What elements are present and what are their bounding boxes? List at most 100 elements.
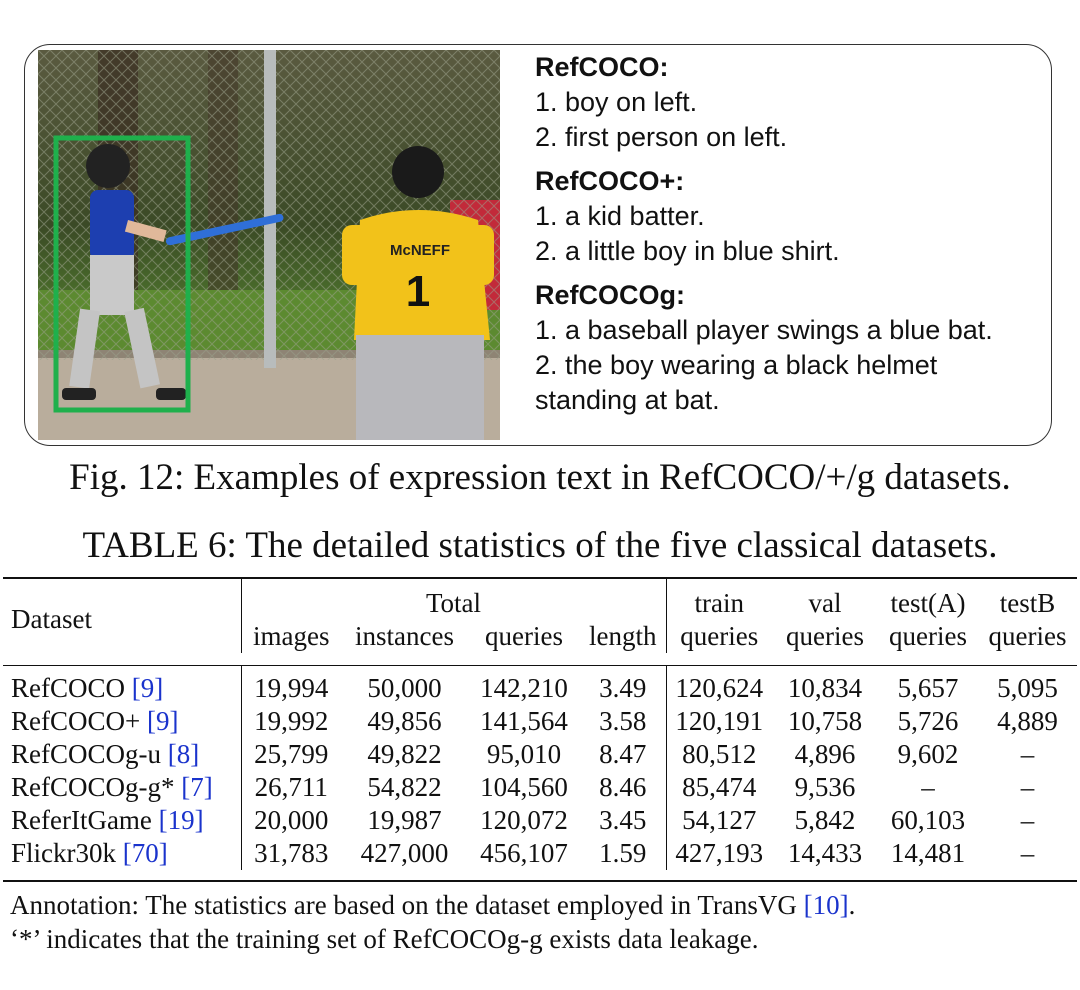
citation-link[interactable]: [7] [181,772,213,802]
table-cell: 19,987 [367,805,442,835]
table-cell: 5,095 [997,673,1058,703]
header-split-bottom: queries [889,621,967,651]
table-cell: 8.46 [580,771,667,804]
header-split-bottom: queries [988,621,1067,651]
table-cell: 14,433 [787,838,863,868]
table-cell: 4,889 [997,706,1058,736]
expr-group-title: RefCOCOg: [535,280,685,310]
citation-link[interactable]: [9] [146,706,179,736]
header-total: Total [241,578,667,620]
table-cell: 80,512 [682,739,757,769]
dataset-name: RefCOCOg-u [11,739,161,769]
dataset-name-cell: RefCOCO [9] [3,665,242,705]
table-cell: 9,602 [897,739,959,769]
table-cell: 19,992 [254,706,329,736]
table-cell: 427,000 [360,838,449,868]
table-cell: – [1020,838,1035,868]
statistics-table: Dataset Total train val test(A) testB im… [3,577,1077,882]
header-split-bottom: queries [786,621,864,651]
table-row: Flickr30k [70] 31,783 427,000 456,107 1.59 42… [3,837,1077,870]
dataset-name-cell: RefCOCOg-u [8] [3,738,242,771]
table-cell: 10,834 [787,673,863,703]
expr-group-refcoco: RefCOCO: 1. boy on left. 2. first person… [535,50,1055,155]
header-total-col: instances [355,621,454,651]
header-split-top: val [808,588,842,618]
dataset-name-cell: RefCOCO+ [9] [3,705,242,738]
expr-line: 2. a little boy in blue shirt. [535,236,840,266]
table-cell: 54,822 [367,772,442,802]
header-dataset: Dataset [3,578,242,653]
table-cell: 3.58 [580,705,667,738]
baseball-photo: McNEFF 1 [38,50,500,440]
dataset-name: Flickr30k [11,838,116,868]
expr-line: 2. the boy wearing a black helmet [535,350,938,380]
table-cell: 120,191 [675,706,764,736]
citation-link[interactable]: [9] [131,673,164,703]
table-cell: 20,000 [254,805,329,835]
table-cell: 1.59 [580,837,667,870]
target-bounding-box [53,135,191,413]
table-annotation: Annotation: The statistics are based on … [10,888,1075,956]
expr-line: 1. a baseball player swings a blue bat. [535,315,993,345]
table-cell: 3.45 [580,804,667,837]
table-cell: 60,103 [890,805,966,835]
expr-group-title: RefCOCO+: [535,166,685,196]
citation-link[interactable]: [19] [158,805,204,835]
table-caption: TABLE 6: The detailed statistics of the … [82,525,998,566]
header-split-bottom: queries [680,621,759,651]
figure-caption: Fig. 12: Examples of expression text in … [69,457,1011,498]
jersey-name: McNEFF [390,242,450,259]
table-cell: 9,536 [794,772,856,802]
table-cell: 8.47 [580,738,667,771]
expr-group-title: RefCOCO: [535,52,669,82]
dataset-name: ReferItGame [11,805,152,835]
citation-link[interactable]: [8] [167,739,200,769]
table-cell: 95,010 [486,739,562,769]
expression-list: RefCOCO: 1. boy on left. 2. first person… [535,50,1055,427]
table-cell: – [921,772,935,802]
dataset-name: RefCOCOg-g* [11,772,175,802]
expr-line: 1. boy on left. [535,87,698,117]
table-row: RefCOCO [9] 19,994 50,000 142,210 3.49 120,62… [3,665,1077,705]
table-cell: 142,210 [480,673,568,703]
jersey-number: 1 [406,267,430,316]
expr-line: standing at bat. [535,385,720,415]
table-cell: 456,107 [480,838,568,868]
dataset-name-cell: ReferItGame [19] [3,804,242,837]
annotation-cite-link[interactable]: [10] [803,890,849,920]
table-cell: 5,657 [897,673,959,703]
expr-line: 2. first person on left. [535,122,788,152]
table-cell: 5,842 [794,805,856,835]
dataset-name: RefCOCO+ [11,706,141,736]
table-cell: 25,799 [254,739,329,769]
citation-link[interactable]: [70] [122,838,168,868]
table-cell: 427,193 [675,838,764,868]
table-row: RefCOCO+ [9] 19,992 49,856 141,564 3.58 120,1… [3,705,1077,738]
expr-line: 1. a kid batter. [535,201,705,231]
dataset-name-cell: RefCOCOg-g* [7] [3,771,242,804]
dataset-name: RefCOCO [11,673,125,703]
expr-group-refcoco-plus: RefCOCO+: 1. a kid batter. 2. a little b… [535,164,1055,269]
table-cell: 104,560 [480,772,568,802]
table-cell: 5,726 [897,706,959,736]
annotation-period: . [848,890,856,920]
annotation-text: Annotation: The statistics are based on … [10,890,804,920]
header-split-top: test(A) [890,588,966,618]
table-cell: 141,564 [480,706,568,736]
header-split-top: train [694,588,744,618]
table-cell: 120,072 [480,805,568,835]
table-cell: 14,481 [890,838,966,868]
table-cell: 10,758 [787,706,863,736]
header-total-col: length [580,620,667,653]
table-cell: 4,896 [794,739,856,769]
table-row: RefCOCOg-g* [7] 26,711 54,822 104,560 8.46 85… [3,771,1077,804]
table-cell: 49,822 [367,739,442,769]
table-row: RefCOCOg-u [8] 25,799 49,822 95,010 8.47 80,5… [3,738,1077,771]
table-cell: 26,711 [254,772,328,802]
table-cell: 54,127 [682,805,757,835]
table-cell: 19,994 [254,673,329,703]
table-cell: – [1020,805,1035,835]
table-cell: 31,783 [254,838,329,868]
table-cell: 3.49 [580,665,667,705]
header-split-top: testB [999,588,1056,618]
